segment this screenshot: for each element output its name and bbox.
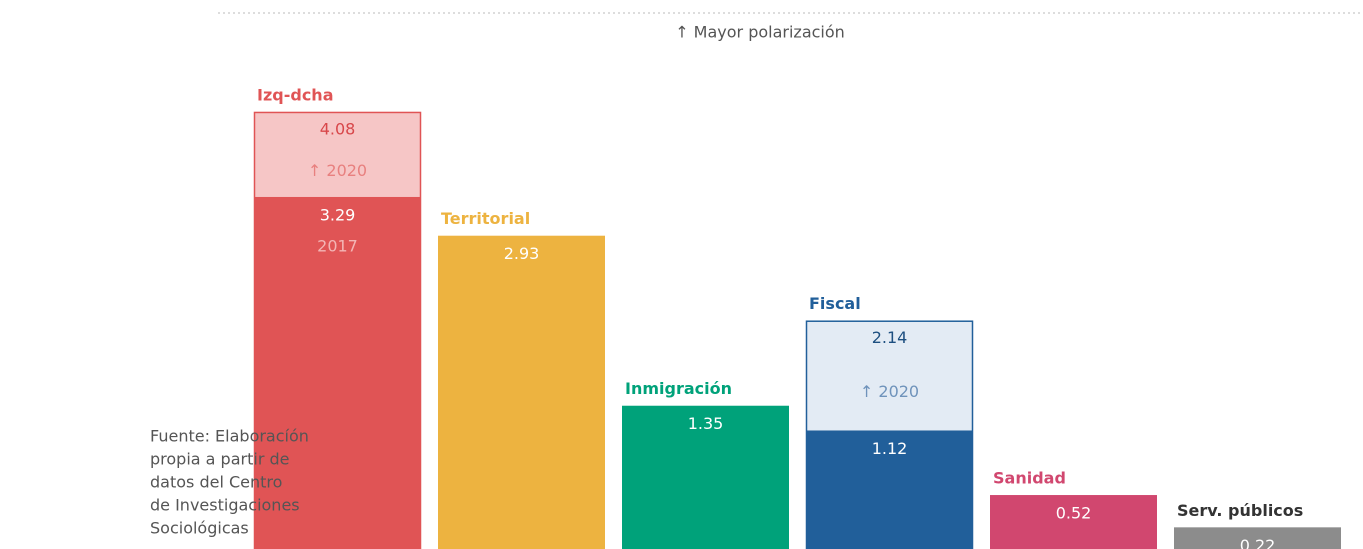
category-label: Serv. públicos: [1177, 501, 1303, 520]
value-label: 3.29: [320, 205, 356, 224]
category-label: Territorial: [441, 209, 530, 228]
bar-2017: [438, 235, 605, 549]
value-label-2020: 4.08: [320, 119, 356, 138]
category-label: Sanidad: [993, 469, 1066, 488]
bar-2017: [806, 430, 973, 549]
category-label: Inmigración: [625, 379, 732, 398]
chart-subtitle: ↑ Mayor polarización: [675, 23, 845, 42]
annotation: ↑ 2020: [308, 161, 367, 180]
source-line: datos del Centro: [150, 473, 282, 492]
source-line: de Investigaciones: [150, 496, 300, 515]
bar-2017: [622, 405, 789, 549]
value-label: 1.12: [872, 439, 908, 458]
source-line: Fuente: Elaboracíón: [150, 427, 309, 446]
value-label: 2.93: [504, 244, 540, 263]
value-label-2020: 2.14: [872, 328, 908, 347]
series-label: 2017: [317, 236, 358, 255]
source-line: propia a partir de: [150, 450, 289, 469]
bar-2017: [254, 196, 421, 549]
category-label: Fiscal: [809, 294, 861, 313]
category-label: Izq-dcha: [257, 85, 333, 104]
source-line: Sociológicas: [150, 519, 249, 538]
value-label: 1.35: [688, 414, 724, 433]
bar-2017: [990, 495, 1157, 549]
bar-2017: [1174, 527, 1341, 549]
value-label: 0.52: [1056, 504, 1092, 523]
annotation: ↑ 2020: [860, 382, 919, 401]
value-label: 0.22: [1240, 536, 1276, 549]
